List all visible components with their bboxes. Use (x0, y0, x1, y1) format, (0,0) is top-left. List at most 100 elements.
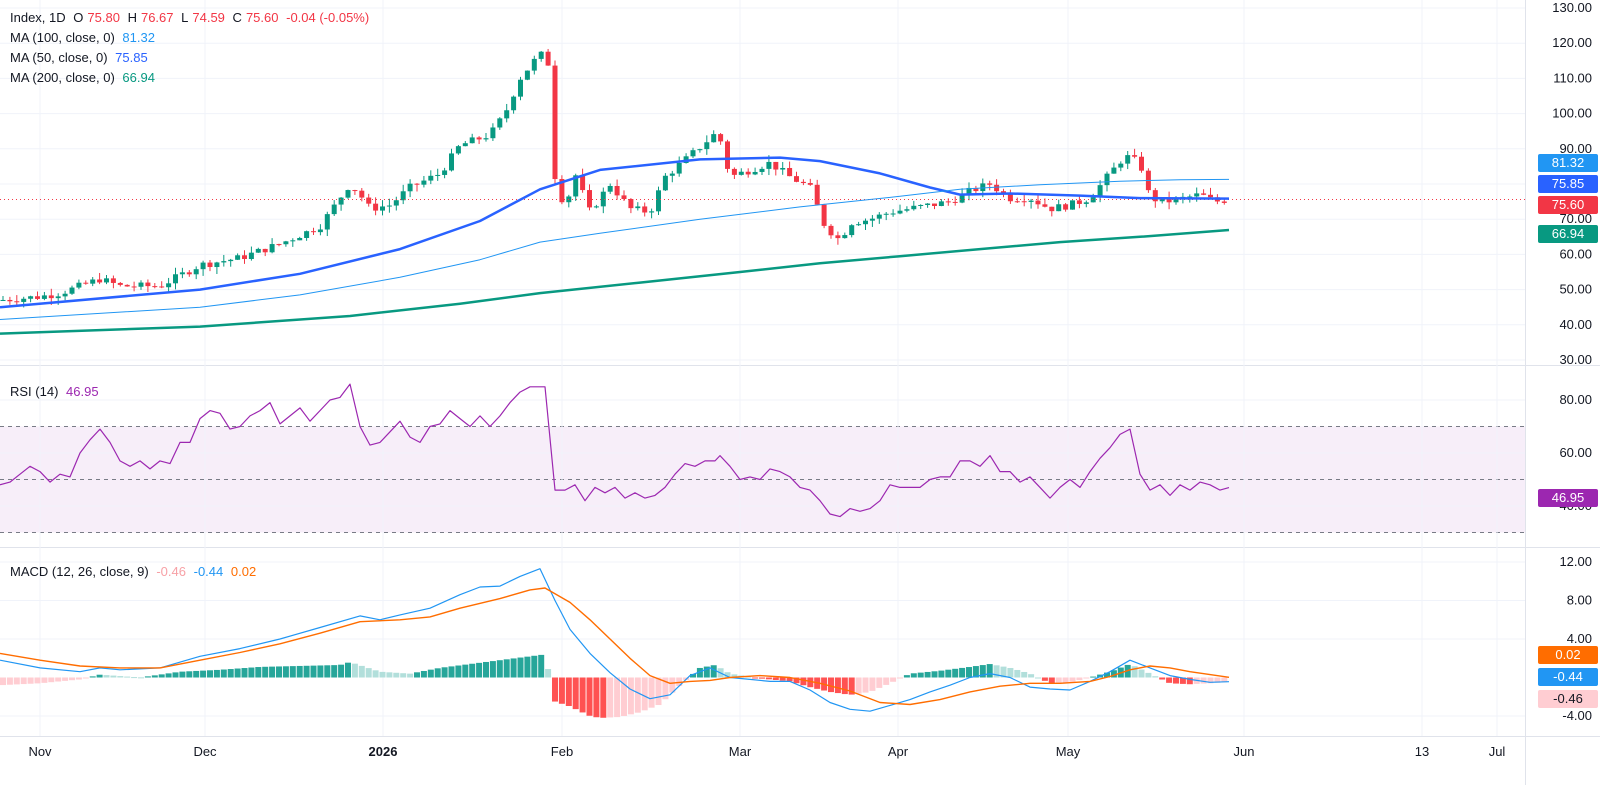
macd-histogram-bar (1138, 669, 1145, 678)
macd-histogram-bar (641, 677, 648, 711)
macd-histogram-bar (634, 677, 641, 713)
macd-histogram-bar (1021, 671, 1028, 678)
open-value: 75.80 (87, 10, 120, 25)
time-tick-label: Feb (551, 744, 573, 759)
macd-histogram-bar (365, 668, 372, 678)
signal-price-label: 0.02 (1538, 646, 1598, 664)
macd-histogram-bar (1055, 677, 1062, 683)
candle-body (959, 193, 965, 203)
candle-body (262, 248, 268, 253)
candle-body (656, 190, 661, 212)
macd-histogram-bar (876, 677, 883, 688)
close-value: 75.60 (245, 10, 279, 25)
macd-histogram-bar (952, 668, 959, 678)
macd-histogram-bar (1076, 677, 1083, 681)
ma100-legend-value: 81.32 (122, 30, 155, 45)
candle-body (518, 79, 523, 97)
candle-body (435, 174, 441, 176)
ma50-line (0, 156, 1230, 309)
macd-histogram-bar (1110, 670, 1117, 678)
time-tick-label: Jun (1234, 744, 1255, 759)
candle-body (987, 183, 993, 185)
candle-body (980, 183, 986, 192)
macd-histogram-bar (41, 677, 48, 683)
candle-body (524, 70, 530, 80)
candle-body (587, 190, 592, 208)
candle-body (690, 150, 696, 157)
candle-body (290, 240, 296, 242)
ma50-legend[interactable]: MA (50, close, 0) 75.85 (10, 50, 152, 65)
macd-legend[interactable]: MACD (12, 26, close, 9) -0.46 -0.44 0.02 (10, 564, 260, 579)
macd-histogram-bar (255, 667, 262, 678)
candle-body (338, 197, 344, 205)
macd-histogram-bar (234, 668, 241, 678)
macd-histogram-bar (600, 677, 607, 718)
macd-histogram-bar (317, 665, 324, 678)
candle-body (76, 282, 82, 288)
macd-histogram-bar (586, 677, 593, 716)
candle-body (925, 203, 931, 205)
price-tick-label: 30.00 (1559, 352, 1592, 367)
macd-histogram-bar (193, 670, 200, 678)
rsi-price-label: 46.95 (1538, 489, 1598, 507)
macd-histogram-bar (144, 676, 151, 678)
candle-body (1028, 200, 1034, 202)
macd-histogram-bar (48, 677, 55, 683)
candle-body (642, 206, 648, 213)
candle-body (600, 191, 606, 207)
candle-body (400, 191, 406, 201)
candle-body (752, 171, 758, 175)
candle-body (324, 214, 330, 230)
candle-body (214, 262, 220, 268)
macd-histogram-bar (151, 675, 158, 678)
macd-histogram-bar (786, 677, 793, 682)
candle-body (421, 180, 427, 185)
candle-body (200, 262, 206, 270)
macd-signal-line (0, 587, 1230, 706)
candle-body (573, 175, 579, 197)
candle-body (738, 171, 744, 175)
macd-histogram-bar (910, 673, 917, 678)
candle-body (1132, 155, 1138, 157)
rsi-legend[interactable]: RSI (14) 46.95 (10, 384, 103, 399)
candle-body (531, 58, 537, 71)
macd-tick-label: 8.00 (1567, 593, 1592, 608)
macd-histogram-bar (345, 662, 351, 678)
candle-body (462, 143, 468, 147)
candle-body (69, 287, 75, 294)
macd-histogram-bar (1207, 677, 1214, 684)
price-tick-label: 110.00 (1553, 70, 1592, 85)
macd-histogram-bar (1083, 677, 1090, 679)
macd-histogram-bar (138, 677, 144, 679)
candle-body (807, 183, 813, 185)
candle-body (800, 181, 806, 184)
macd-histogram-bar (648, 677, 655, 708)
candle-body (242, 255, 247, 260)
macd-histogram-bar (27, 677, 34, 684)
ma100-legend[interactable]: MA (100, close, 0) 81.32 (10, 30, 159, 45)
candle-body (90, 279, 96, 284)
macd-histogram-bar (289, 666, 296, 678)
candle-body (35, 296, 40, 299)
macd-histogram-bar (710, 665, 717, 678)
candle-body (731, 168, 737, 175)
time-tick-label: Dec (193, 744, 217, 759)
candle-body (593, 206, 599, 208)
candle-body (7, 299, 13, 302)
ma200-legend[interactable]: MA (200, close, 0) 66.94 (10, 70, 159, 85)
macd-histogram-bar (510, 658, 517, 678)
ma200-legend-value: 66.94 (122, 70, 155, 85)
macd-histogram-bar (772, 677, 779, 680)
candle-body (1090, 197, 1096, 203)
macd-histogram-bar (545, 669, 552, 678)
candle-body (1187, 196, 1193, 198)
macd-histogram-bar (883, 677, 890, 685)
candle-body (469, 137, 475, 144)
candle-body (28, 296, 34, 299)
candle-body (787, 167, 793, 177)
candle-body (669, 173, 675, 176)
macd-histogram-bar (869, 677, 876, 691)
candle-body (497, 118, 503, 128)
macd-histogram-bar (75, 677, 82, 680)
